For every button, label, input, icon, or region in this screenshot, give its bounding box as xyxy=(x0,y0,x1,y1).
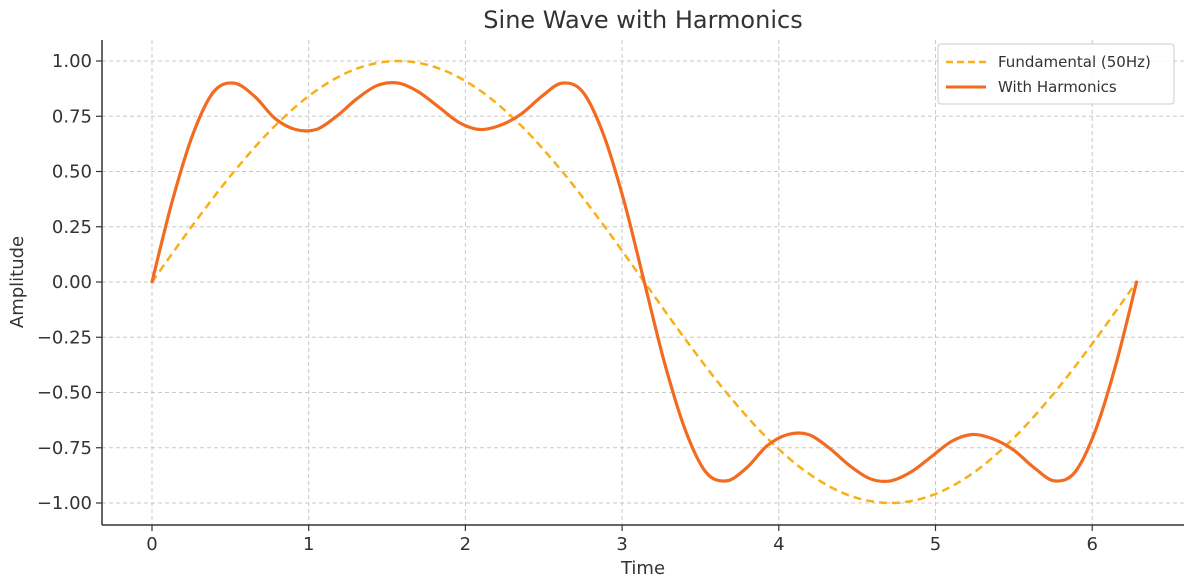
chart-title: Sine Wave with Harmonics xyxy=(483,6,802,34)
y-tick-label: −0.50 xyxy=(37,383,92,404)
y-tick-label: 0.50 xyxy=(52,162,92,183)
x-tick-label: 4 xyxy=(773,534,784,555)
legend-label-with-harmonics: With Harmonics xyxy=(998,78,1117,96)
legend: Fundamental (50Hz) With Harmonics xyxy=(937,43,1175,105)
y-tick-label: 0.00 xyxy=(52,272,92,293)
y-tick-label: −1.00 xyxy=(37,493,92,514)
y-tick-label: 1.00 xyxy=(52,51,92,72)
x-tick-label: 2 xyxy=(460,534,471,555)
x-axis-label: Time xyxy=(620,558,665,579)
x-tick-label: 5 xyxy=(930,534,941,555)
ticks: 0 1 2 3 4 5 6 1.00 0.75 0.50 0.25 0.00 −0.25 −0.50 −0.… xyxy=(37,51,1098,555)
x-tick-label: 3 xyxy=(616,534,627,555)
grid xyxy=(102,40,1184,525)
y-tick-label: 0.75 xyxy=(52,106,92,127)
series-line-with-harmonics xyxy=(150,81,1139,483)
y-tick-label: −0.25 xyxy=(37,327,92,348)
y-tick-label: −0.75 xyxy=(37,438,92,459)
legend-box xyxy=(937,43,1175,105)
x-tick-label: 6 xyxy=(1086,534,1097,555)
legend-label-fundamental: Fundamental (50Hz) xyxy=(998,53,1151,71)
y-tick-label: 0.25 xyxy=(52,217,92,238)
x-tick-label: 0 xyxy=(146,534,157,555)
x-tick-label: 1 xyxy=(303,534,314,555)
series xyxy=(150,59,1139,505)
y-axis-label: Amplitude xyxy=(7,236,28,328)
